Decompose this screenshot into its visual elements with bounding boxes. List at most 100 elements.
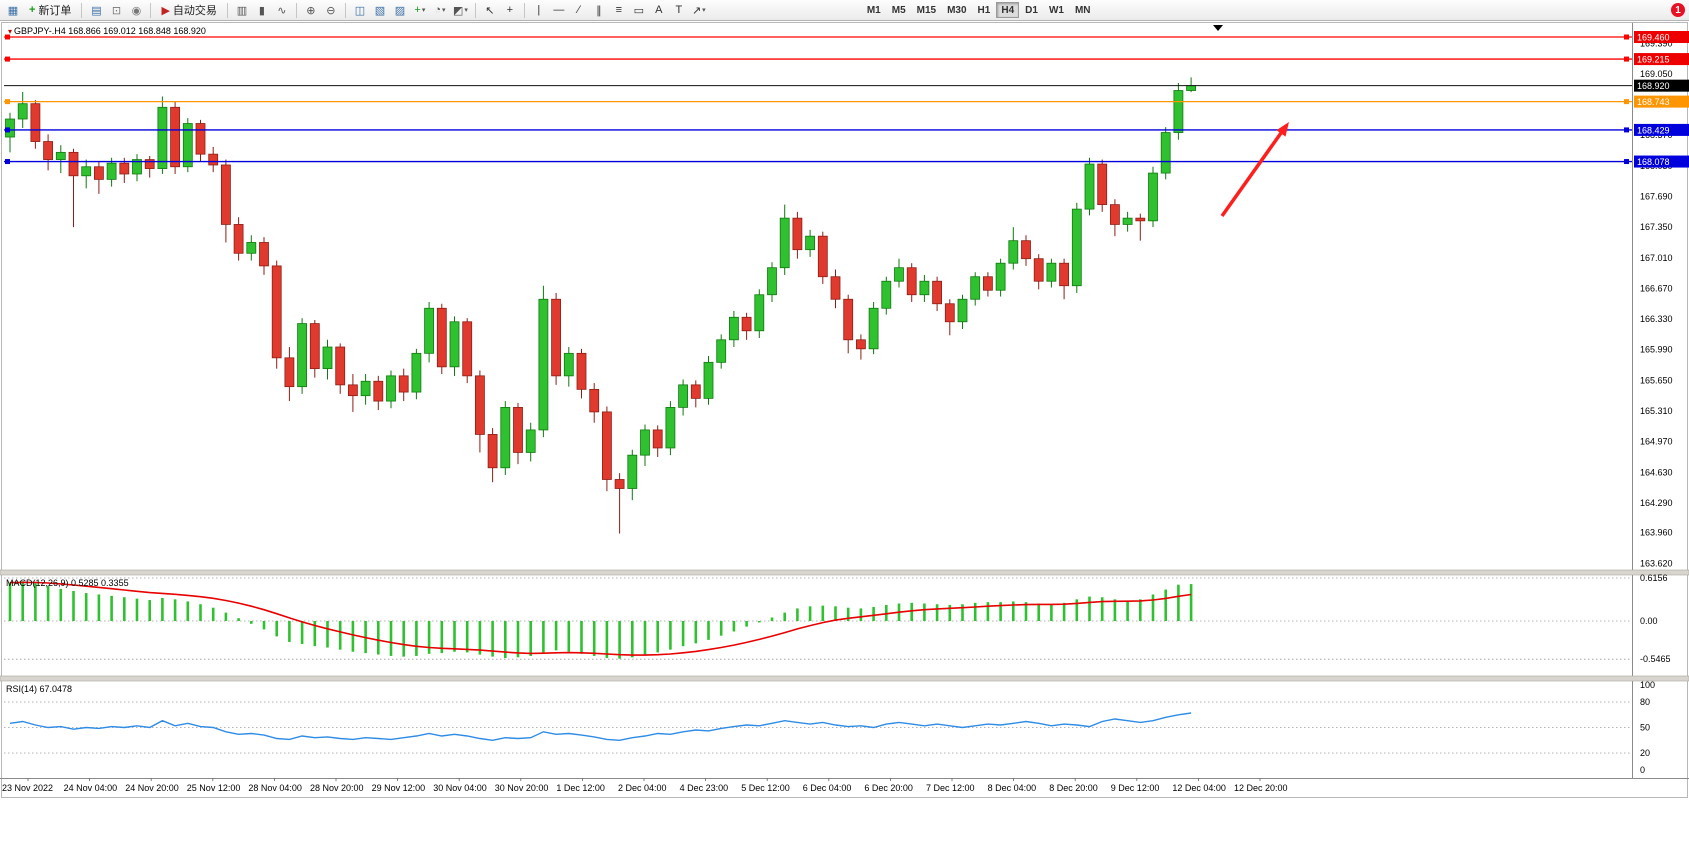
svg-text:0: 0	[1640, 765, 1645, 775]
new-order-button[interactable]: + 新订单	[29, 4, 72, 17]
vertical-line-icon[interactable]: |	[537, 4, 541, 16]
zoom-out-icon[interactable]: ⊖	[326, 4, 336, 17]
svg-text:28 Nov 20:00: 28 Nov 20:00	[310, 783, 364, 793]
channel-icon[interactable]: ∥	[596, 4, 602, 17]
svg-text:6 Dec 20:00: 6 Dec 20:00	[864, 783, 913, 793]
svg-text:30 Nov 04:00: 30 Nov 04:00	[433, 783, 487, 793]
svg-text:0.6156: 0.6156	[1640, 573, 1668, 583]
svg-text:168.078: 168.078	[1637, 157, 1670, 167]
svg-text:100: 100	[1640, 680, 1655, 690]
print-icon[interactable]: ▤	[91, 4, 102, 17]
crosshair-icon[interactable]: +	[506, 4, 514, 16]
ohlc-values: 168.866 169.012 168.848 168.920	[68, 26, 206, 36]
timeframe-m1-button[interactable]: M1	[866, 4, 881, 16]
svg-text:169.390: 169.390	[1640, 38, 1673, 48]
svg-text:-0.5465: -0.5465	[1640, 654, 1671, 664]
svg-text:165.990: 165.990	[1640, 345, 1673, 355]
timeframe-mn-button[interactable]: MN	[1074, 4, 1091, 16]
svg-text:8 Dec 04:00: 8 Dec 04:00	[988, 783, 1037, 793]
rsi-panel-divider[interactable]	[0, 675, 1689, 682]
svg-text:167.350: 167.350	[1640, 222, 1673, 232]
rsi-label: RSI(14) 67.0478	[6, 684, 73, 694]
svg-text:7 Dec 12:00: 7 Dec 12:00	[926, 783, 975, 793]
candlestick-chart-icon[interactable]: ▮	[258, 4, 265, 17]
toolbar-separator	[523, 2, 525, 18]
template-selector-icon[interactable]: ◩ ▾	[452, 4, 468, 17]
shapes-icon[interactable]: ▭	[633, 4, 645, 17]
macd-signal-line	[9, 581, 1192, 656]
svg-text:5 Dec 12:00: 5 Dec 12:00	[741, 783, 790, 793]
timeframe-m5-button[interactable]: M5	[891, 4, 906, 16]
price-axis[interactable]: 169.390169.050168.710168.370168.030167.6…	[1634, 31, 1689, 775]
time-axis[interactable]: 23 Nov 2022 24 Nov 04:00 24 Nov 20:00 25 No…	[2, 778, 1288, 793]
auto-trading-button[interactable]: ▶ 自动交易	[161, 4, 217, 18]
candles	[5, 77, 1196, 534]
svg-text:166.670: 166.670	[1640, 283, 1673, 293]
svg-text:164.290: 164.290	[1640, 498, 1673, 508]
cascade-windows-icon[interactable]: ▨	[394, 4, 406, 17]
horizontal-lines[interactable]	[4, 34, 1632, 165]
arrange-windows-icon[interactable]: ▧	[374, 4, 386, 17]
svg-text:1 Dec 12:00: 1 Dec 12:00	[556, 783, 605, 793]
chart-frame	[0, 22, 1689, 798]
svg-text:165.650: 165.650	[1640, 375, 1673, 385]
preview-icon[interactable]: ⊡	[111, 4, 122, 17]
svg-text:167.690: 167.690	[1640, 192, 1673, 202]
label-icon[interactable]: T	[675, 4, 683, 16]
svg-text:168.429: 168.429	[1637, 125, 1670, 135]
svg-text:169.050: 169.050	[1640, 69, 1673, 79]
macd-panel-divider[interactable]	[0, 569, 1689, 576]
text-icon[interactable]: A	[655, 4, 663, 16]
svg-text:169.460: 169.460	[1637, 33, 1670, 43]
toolbar-separator	[81, 2, 83, 18]
toolbar-separator	[474, 2, 476, 18]
notification-badge[interactable]: 1	[1671, 3, 1685, 17]
timeframe-w1-button[interactable]: W1	[1048, 4, 1064, 16]
toolbar: ▦ + 新订单 ▤ ⊡ ◉ ▶ 自动交易 ▥ ▮ ∿ ⊕ ⊖ ◫ ▧ ▨ + ▾ ◔ ▾ ◩ ▾ ↖ + | — ∕ ∥ ≡ ▭ A T ↗ ▾ M…	[0, 0, 1689, 21]
timeframe-h1-button[interactable]: H1	[977, 4, 991, 16]
svg-text:23 Nov 2022: 23 Nov 2022	[2, 783, 53, 793]
svg-text:0.00: 0.00	[1640, 616, 1658, 626]
svg-text:4 Dec 23:00: 4 Dec 23:00	[680, 783, 729, 793]
add-indicator-icon[interactable]: + ▾	[414, 4, 426, 16]
period-selector-icon[interactable]: ◔ ▾	[434, 4, 446, 16]
toolbar-separator	[295, 2, 297, 18]
timeframe-toolbar: M1 M5 M15 M30 H1 H4 D1 W1 MN	[862, 2, 1096, 18]
bar-chart-icon[interactable]: ▥	[236, 4, 248, 17]
sound-icon[interactable]: ◉	[131, 4, 142, 17]
svg-text:80: 80	[1640, 697, 1650, 707]
zoom-in-icon[interactable]: ⊕	[306, 4, 316, 17]
svg-text:12 Dec 04:00: 12 Dec 04:00	[1172, 783, 1226, 793]
toolbar-separator	[226, 2, 228, 18]
cursor-icon[interactable]: ↖	[485, 4, 495, 17]
svg-text:24 Nov 20:00: 24 Nov 20:00	[125, 783, 179, 793]
svg-text:29 Nov 12:00: 29 Nov 12:00	[372, 783, 426, 793]
svg-text:12 Dec 20:00: 12 Dec 20:00	[1234, 783, 1288, 793]
new-chart-icon[interactable]: ▦	[7, 4, 19, 17]
horizontal-line-icon[interactable]: —	[553, 4, 565, 16]
timeframe-h4-button[interactable]: H4	[996, 2, 1020, 18]
symbol-ohlc-label: ▾ GBPJPY-.H4 168.866 169.012 168.848 168.…	[8, 26, 206, 36]
timeframe-d1-button[interactable]: D1	[1025, 4, 1038, 16]
trend-arrow-annotation[interactable]	[1220, 122, 1289, 218]
macd-histogram	[8, 581, 1193, 659]
trendline-icon[interactable]: ∕	[577, 4, 580, 16]
arrow-tool-icon[interactable]: ↗ ▾	[691, 4, 706, 17]
svg-text:8 Dec 20:00: 8 Dec 20:00	[1049, 783, 1098, 793]
fibonacci-icon[interactable]: ≡	[615, 4, 623, 16]
timeframe-m15-button[interactable]: M15	[916, 4, 937, 16]
svg-text:9 Dec 12:00: 9 Dec 12:00	[1111, 783, 1160, 793]
svg-text:2 Dec 04:00: 2 Dec 04:00	[618, 783, 667, 793]
svg-text:163.960: 163.960	[1640, 528, 1673, 538]
svg-text:50: 50	[1640, 723, 1650, 733]
rsi-line	[9, 712, 1192, 742]
tile-windows-icon[interactable]: ◫	[354, 4, 366, 17]
timeframe-m30-button[interactable]: M30	[947, 4, 967, 16]
svg-text:24 Nov 04:00: 24 Nov 04:00	[64, 783, 118, 793]
toolbar-separator	[150, 2, 152, 18]
line-chart-icon[interactable]: ∿	[277, 4, 287, 17]
chart-shift-marker[interactable]	[1213, 25, 1223, 31]
